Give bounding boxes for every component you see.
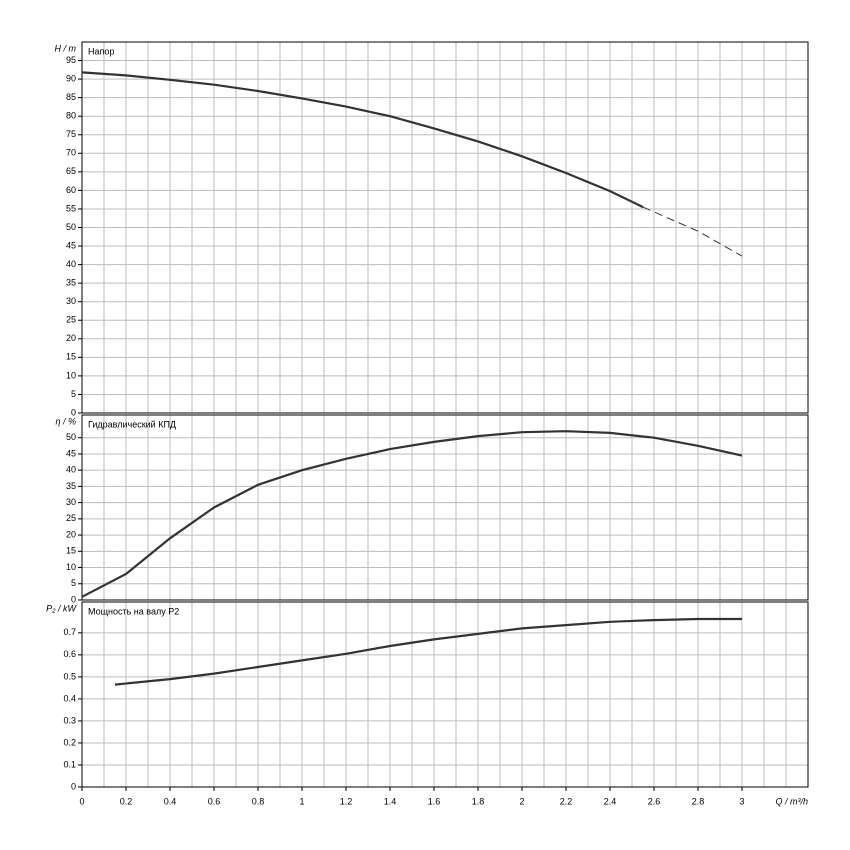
y-tick-label: 0.5: [63, 671, 76, 681]
y-tick-label: 25: [66, 513, 76, 523]
y-tick-label: 50: [66, 222, 76, 232]
y-tick-label: 50: [66, 432, 76, 442]
curve: [81, 71, 644, 209]
y-tick-label: 0.3: [63, 715, 76, 725]
y-tick-label: 10: [66, 562, 76, 572]
plot-frame: [81, 414, 809, 601]
x-tick-label: 2.8: [692, 796, 705, 806]
x-tick-label: 0.6: [208, 796, 221, 806]
x-tick-label: 1.6: [428, 796, 441, 806]
panel-label: Гидравлический КПД: [88, 419, 176, 429]
y-tick-label: 0.2: [63, 737, 76, 747]
y-axis-label: H / m: [55, 43, 77, 53]
curve: [114, 617, 742, 686]
panel-label: Напор: [88, 46, 114, 56]
y-tick-label: 30: [66, 497, 76, 507]
x-tick-label: 2.2: [560, 796, 573, 806]
y-tick-label: 95: [66, 55, 76, 65]
x-tick-label: 1: [299, 796, 304, 806]
y-tick-label: 5: [71, 578, 76, 588]
y-tick-label: 0: [71, 594, 76, 604]
x-tick-label: 2.4: [604, 796, 617, 806]
y-tick-label: 45: [66, 240, 76, 250]
y-tick-label: 85: [66, 92, 76, 102]
y-tick-label: 35: [66, 278, 76, 288]
curve: [81, 430, 743, 598]
y-tick-label: 20: [66, 333, 76, 343]
y-tick-label: 70: [66, 148, 76, 158]
y-tick-label: 35: [66, 481, 76, 491]
x-tick-label: 3: [739, 796, 744, 806]
y-tick-label: 40: [66, 259, 76, 269]
y-tick-label: 45: [66, 448, 76, 458]
y-tick-label: 65: [66, 166, 76, 176]
curve: [642, 206, 743, 257]
y-tick-label: 0.7: [63, 627, 76, 637]
y-tick-label: 20: [66, 529, 76, 539]
x-tick-label: 0: [79, 796, 84, 806]
y-tick-label: 90: [66, 73, 76, 83]
y-tick-label: 75: [66, 129, 76, 139]
y-tick-label: 0: [71, 781, 76, 791]
y-tick-label: 60: [66, 185, 76, 195]
y-tick-label: 15: [66, 546, 76, 556]
panel-label: Мощность на валу P2: [88, 606, 179, 616]
x-axis-label: Q / m³/h: [775, 796, 808, 806]
x-tick-label: 2.6: [648, 796, 661, 806]
y-tick-label: 80: [66, 111, 76, 121]
y-tick-label: 15: [66, 352, 76, 362]
y-tick-label: 5: [71, 389, 76, 399]
y-tick-label: 10: [66, 370, 76, 380]
x-tick-label: 0.2: [120, 796, 133, 806]
y-tick-label: 55: [66, 203, 76, 213]
y-tick-label: 25: [66, 315, 76, 325]
y-tick-label: 0.6: [63, 649, 76, 659]
plot-frame: [81, 41, 809, 414]
x-tick-label: 2: [519, 796, 524, 806]
y-tick-label: 0.1: [63, 759, 76, 769]
plot-frame: [81, 601, 809, 788]
y-axis-label: P₂ / kW: [46, 603, 77, 613]
x-tick-label: 1.2: [340, 796, 353, 806]
y-axis-label: η / %: [55, 416, 76, 426]
x-tick-label: 1.4: [384, 796, 397, 806]
y-tick-label: 30: [66, 296, 76, 306]
y-tick-label: 0: [71, 407, 76, 417]
y-tick-label: 0.4: [63, 693, 76, 703]
x-tick-label: 1.8: [472, 796, 485, 806]
x-tick-label: 0.4: [164, 796, 177, 806]
y-tick-label: 40: [66, 465, 76, 475]
x-tick-label: 0.8: [252, 796, 265, 806]
